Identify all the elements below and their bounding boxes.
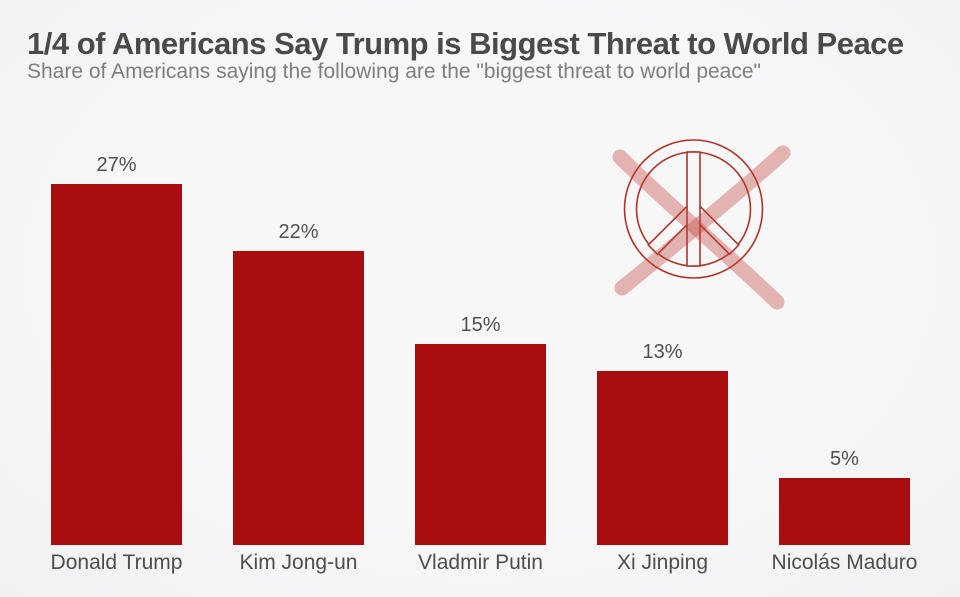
chart-title: 1/4 of Americans Say Trump is Biggest Th…	[27, 26, 904, 61]
bar	[233, 251, 364, 545]
category-label: Donald Trump	[50, 551, 183, 574]
bar-value-label: 22%	[278, 221, 319, 243]
category-label: Vladmir Putin	[418, 551, 543, 574]
category-labels: Donald Trump Kim Jong-un Vladmir Putin Xi J…	[50, 551, 918, 575]
bar-value-label: 15%	[460, 314, 501, 336]
bar	[415, 344, 546, 545]
cross-x-icon	[612, 145, 791, 310]
bar-value-label: 5%	[830, 448, 859, 470]
bar-column: 5%	[779, 448, 910, 545]
bar-value-label: 13%	[642, 341, 683, 363]
category-label: Xi Jinping	[616, 551, 709, 574]
bar	[51, 184, 182, 545]
bar-chart: 27% 22% 15% 13% 5%	[51, 154, 910, 545]
chart-subtitle: Share of Americans saying the following …	[27, 60, 761, 83]
category-label: Kim Jong-un	[239, 551, 358, 574]
peace-symbol-icon	[623, 139, 764, 279]
category-label: Nicolás Maduro	[771, 551, 918, 574]
bar-column: 27%	[51, 154, 182, 545]
bar-column: 15%	[415, 314, 546, 545]
bar-value-label: 27%	[96, 154, 137, 176]
bar-column: 13%	[597, 341, 728, 545]
crossed-out-peace-icon	[612, 139, 791, 310]
bar	[779, 478, 910, 545]
bar-column: 22%	[233, 221, 364, 545]
bar	[597, 371, 728, 545]
